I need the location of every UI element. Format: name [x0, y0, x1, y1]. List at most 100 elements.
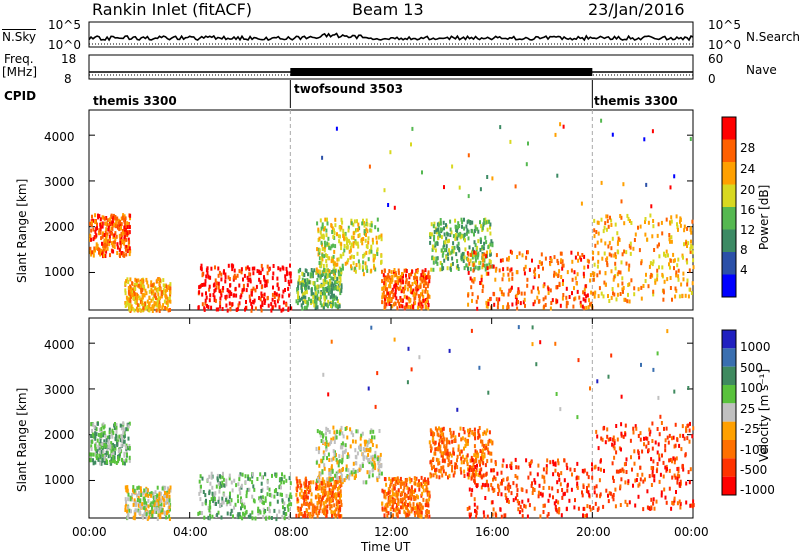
power-echo-cell [424, 286, 427, 291]
power-echo-cell [165, 284, 168, 289]
velocity-echo-cell [268, 492, 271, 497]
velocity-echo-cell [268, 509, 271, 514]
power-echo-cell [488, 219, 491, 224]
velocity-echo-cell [339, 505, 342, 509]
power-echo-cell [241, 288, 244, 293]
power-echo-cell [480, 224, 483, 229]
power-echo-cell [365, 227, 368, 232]
power-echo-cell [240, 267, 243, 272]
velocity-echo-cell [340, 443, 343, 447]
velocity-echo-cell [687, 386, 690, 390]
velocity-echo-cell [279, 492, 282, 497]
velocity-echo-cell [352, 439, 354, 444]
velocity-echo-cell [610, 353, 613, 358]
velocity-echo-cell [521, 514, 524, 519]
power-echo-cell [407, 304, 410, 309]
power-echo-cell [323, 281, 325, 286]
power-cb-tick-20: 20 [740, 183, 756, 197]
power-echo-cell [117, 218, 120, 223]
power-echo-cell [387, 278, 390, 283]
velocity-echo-cell [487, 442, 490, 447]
power-echo-cell [487, 271, 490, 276]
power-echo-cell [676, 225, 679, 230]
power-echo-cell [531, 258, 533, 263]
velocity-echo-cell [515, 483, 518, 488]
power-colorbar-swatch [722, 184, 736, 207]
velocity-echo-cell [297, 513, 300, 518]
power-echo-cell [335, 126, 338, 131]
power-echo-cell [310, 291, 313, 296]
velocity-echo-cell [105, 443, 108, 448]
power-echo-cell [327, 284, 330, 289]
velocity-echo-cell [345, 426, 348, 430]
velocity-echo-cell [107, 440, 110, 445]
power-echo-cell [119, 222, 122, 227]
velocity-echo-cell [657, 395, 660, 400]
velocity-echo-cell [442, 451, 445, 456]
velocity-echo-cell [478, 426, 481, 430]
power-echo-cell [487, 245, 490, 250]
velocity-echo-cell [418, 487, 421, 492]
power-echo-cell [145, 291, 148, 296]
power-echo-cell [89, 233, 92, 238]
power-echo-cell [579, 303, 582, 308]
power-echo-cell [124, 288, 127, 293]
velocity-echo-cell [401, 497, 404, 502]
power-echo-cell [296, 301, 299, 306]
power-echo-cell [454, 237, 457, 241]
velocity-echo-cell [235, 483, 238, 488]
velocity-echo-cell [320, 501, 323, 506]
power-echo-cell [364, 238, 367, 243]
velocity-echo-cell [652, 501, 655, 506]
velocity-echo-cell [105, 450, 108, 455]
power-colorbar-swatch [722, 274, 736, 297]
power-echo-cell [481, 289, 484, 293]
velocity-echo-cell [643, 442, 645, 447]
power-echo-cell [556, 173, 559, 178]
power-echo-cell [543, 304, 546, 309]
velocity-echo-cell [332, 425, 335, 430]
velocity-echo-cell [325, 436, 328, 441]
velocity-echo-cell [607, 493, 609, 498]
power-echo-cell [248, 294, 251, 299]
power-echo-cell [272, 264, 275, 268]
power-echo-cell [614, 222, 617, 227]
power-echo-cell [129, 289, 132, 294]
power-echo-cell [416, 276, 419, 281]
power-echo-cell [99, 227, 102, 231]
velocity-echo-cell [394, 482, 397, 487]
velocity-echo-cell [137, 485, 140, 490]
velocity-echo-cell [90, 434, 93, 439]
power-echo-cell [432, 260, 435, 265]
sky-tick-bottom: 10^0 [48, 38, 81, 52]
power-echo-cell [208, 284, 211, 289]
power-echo-cell [331, 258, 334, 263]
velocity-echo-cell [209, 481, 212, 486]
velocity-echo-cell [251, 516, 254, 521]
power-echo-cell [121, 239, 124, 244]
power-echo-cell [468, 261, 471, 266]
power-echo-cell [337, 234, 340, 239]
velocity-echo-cell [393, 337, 396, 342]
power-echo-cell [169, 282, 172, 287]
velocity-echo-cell [396, 503, 398, 508]
velocity-echo-cell [497, 492, 500, 496]
velocity-echo-cell [589, 386, 591, 391]
power-echo-cell [397, 299, 400, 304]
velocity-echo-cell [275, 474, 278, 478]
velocity-echo-cell [410, 485, 413, 490]
velocity-echo-cell [354, 454, 357, 459]
power-echo-cell [444, 240, 447, 245]
velocity-echo-cell [264, 472, 266, 477]
velocity-echo-cell [315, 506, 318, 511]
power-echo-cell [518, 251, 521, 256]
velocity-echo-cell [516, 488, 519, 493]
velocity-echo-cell [380, 471, 383, 476]
power-echo-cell [597, 231, 600, 236]
velocity-echo-cell [322, 433, 325, 438]
velocity-echo-cell [266, 492, 269, 497]
velocity-echo-cell [509, 463, 512, 468]
power-echo-cell [458, 185, 461, 190]
velocity-echo-cell [117, 455, 120, 460]
power-colorbar-swatch [722, 139, 736, 162]
